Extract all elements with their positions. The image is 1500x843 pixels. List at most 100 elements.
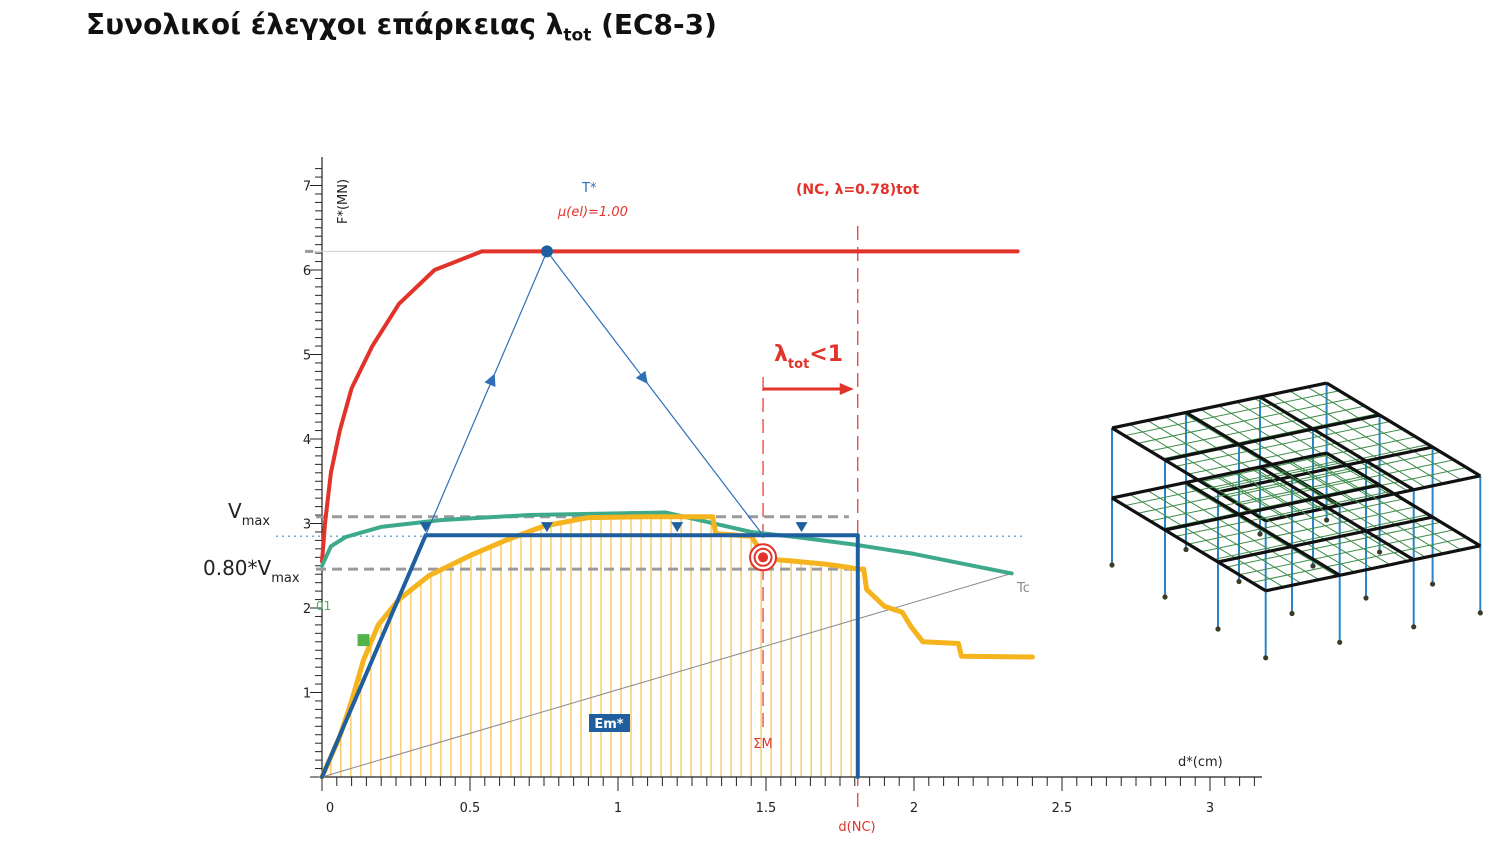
green-square-marker [357,634,370,647]
y-axis-label: F*(MN) [336,179,351,224]
column-support [1183,546,1189,553]
frame-beam [1164,413,1380,462]
down-triangle-marker [419,522,432,533]
y-tick-label: 5 [303,349,311,364]
page-title: Συνολικοί έλεγχοι επάρκειας λtot (EC8-3) [86,8,717,46]
reference-series-line [321,572,1013,778]
slab-line [1213,514,1429,560]
slab-line [1271,394,1426,488]
slab-line [1162,483,1378,530]
frame-beam [1259,395,1415,492]
slab-line [1226,521,1442,568]
x-tick-label: 0 [326,801,334,816]
frame-beam [1217,515,1433,564]
slab-line [1226,451,1442,498]
frame-beam [1111,426,1267,523]
column-support [1363,595,1369,601]
frame-beam [1265,474,1481,523]
column-support [1324,517,1330,523]
slab-line [1236,471,1391,566]
green-marker-label: 01 [316,599,331,613]
x-tick-label: 1 [614,801,622,816]
column-support [1215,626,1221,632]
column-support [1477,610,1483,616]
frame-beam [1325,451,1482,548]
em-label: Em* [594,717,623,732]
t-star-label: T* [581,181,597,196]
x-tick-label: 2.5 [1052,801,1073,816]
tc-label: Tc [1016,581,1030,596]
sigma-m-label: ΣΜ [753,737,772,752]
y-tick-label: 3 [303,518,311,533]
em-label-box [589,714,630,732]
column-support [1109,562,1115,568]
down-triangle-marker [671,522,684,533]
slab-line [1213,444,1429,490]
spectrum-series-line [320,249,1020,564]
down-triangle-marker [795,522,808,533]
down-triangle-marker [540,522,553,533]
frame-beam [1259,465,1415,562]
y-tick-label: 7 [303,180,311,195]
frame-beam [1185,481,1341,577]
vmax-label: Vmax [228,499,270,529]
slab-line [1239,529,1454,576]
target-point-center [758,552,769,563]
column-support [1337,639,1343,645]
slab-line [1251,537,1467,583]
slab-line [1162,413,1378,460]
chart-series [319,249,1035,780]
frame-beam [1111,496,1267,593]
frame-beam [1217,445,1433,494]
column-support [1289,610,1295,617]
slab-line [1253,467,1409,562]
title-main: Συνολικοί έλεγχοι επάρκειας λ [86,8,564,41]
slab-line [1188,428,1404,475]
column-support [1411,624,1417,630]
x-tick-label: 3 [1206,801,1214,816]
column-support [1257,531,1263,537]
x-tick-label: 2 [910,801,918,816]
demand-series-line [425,250,764,536]
column-support [1377,549,1383,555]
slab-line [1200,506,1416,553]
bilinear-series-line [320,533,860,779]
slab-line [1307,456,1462,551]
slab-line [1236,401,1391,496]
slab-line [1289,390,1444,485]
y-tick-label: 2 [303,602,311,617]
direction-arrow [635,370,648,384]
column-support [1162,594,1168,600]
x-tick-label: 1.5 [756,801,777,816]
column-support [1263,655,1269,661]
chart-markers [357,245,808,647]
frame-beam [1265,544,1481,593]
mu-el-label: μ(el)=1.00 [557,205,628,220]
title-end: (EC8-3) [591,8,717,41]
frame-beam [1164,483,1380,532]
slab-line [1137,467,1353,514]
slab-line [1253,397,1409,492]
title-subscript: tot [563,25,592,46]
vmax80-label: 0.80*Vmax [203,556,300,586]
frame-beam [1325,381,1482,478]
lambda-arrow-head [839,383,854,395]
x-tick-label: 0.5 [460,801,481,816]
column-support [1236,578,1242,585]
slab-line [1150,405,1365,452]
building-frame-illustration [1109,381,1483,661]
slab-line [1271,464,1426,558]
lambda-label: λtot<1 [774,342,843,372]
y-tick-label: 1 [303,687,311,702]
slab-line [1200,436,1416,483]
peak-point-marker [540,245,553,258]
column-support [1310,563,1316,569]
slab-line [1175,490,1391,537]
y-tick-label: 4 [303,433,311,448]
nc-top-label: (NC, λ=0.78)tot [796,182,919,198]
slab-line [1188,498,1404,545]
x-axis-label: d*(cm) [1178,755,1223,770]
slab-line [1289,460,1444,555]
slab-line [1239,459,1454,506]
